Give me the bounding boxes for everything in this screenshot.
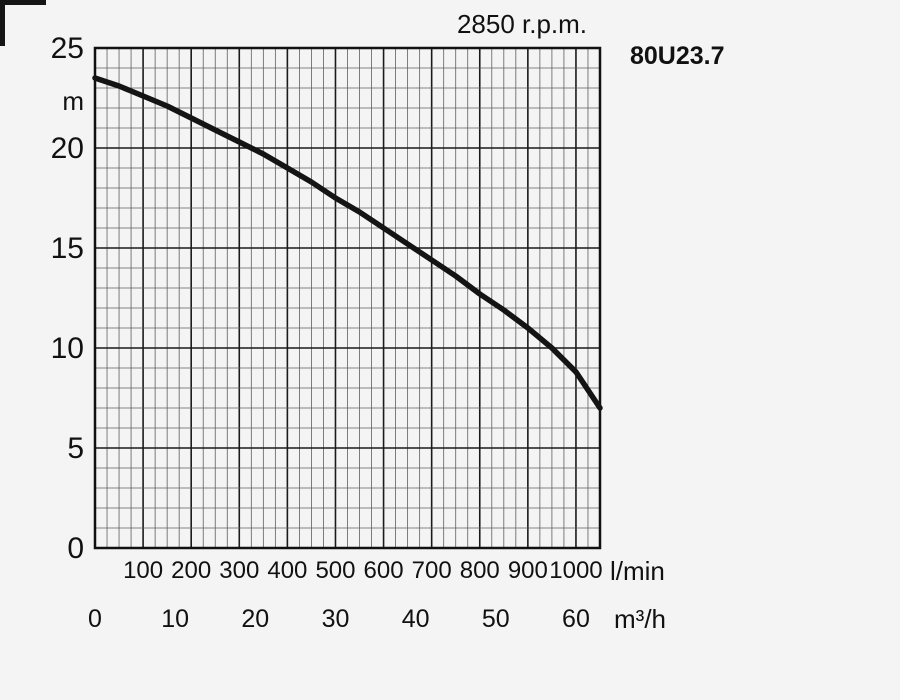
m3h-tick-label: 20 — [241, 605, 269, 633]
m3h-tick-label: 40 — [402, 605, 430, 633]
lmin-tick-label: 200 — [171, 557, 211, 584]
lmin-axis-tick-labels: 100 200 300 400 500 600 700 800 900 1000 — [123, 557, 603, 584]
lmin-tick-label: 900 — [508, 557, 548, 584]
lmin-tick-label: 400 — [267, 557, 307, 584]
scan-artifact — [0, 0, 46, 46]
y-tick-label: 15 — [51, 232, 84, 265]
lmin-axis-unit-label: l/min — [610, 556, 665, 586]
y-axis-unit-label: m — [62, 86, 84, 116]
lmin-tick-label: 800 — [460, 557, 500, 584]
m3h-tick-label: 60 — [562, 605, 590, 633]
y-axis-tick-labels: 0 5 10 15 20 25 — [51, 32, 84, 565]
y-tick-label: 10 — [51, 332, 84, 365]
lmin-tick-label: 1000 — [549, 557, 602, 584]
lmin-tick-label: 700 — [412, 557, 452, 584]
m3h-axis-tick-labels: 0 10 20 30 40 50 60 — [88, 605, 590, 633]
y-tick-label: 20 — [51, 132, 84, 165]
m3h-tick-label: 10 — [161, 605, 189, 633]
lmin-tick-label: 100 — [123, 557, 163, 584]
lmin-tick-label: 600 — [364, 557, 404, 584]
lmin-tick-label: 300 — [219, 557, 259, 584]
plot-frame — [93, 46, 602, 550]
y-tick-label: 0 — [67, 532, 84, 565]
m3h-axis-unit-label: m³/h — [614, 604, 666, 634]
chart-title: 2850 r.p.m. — [457, 9, 587, 39]
y-tick-label: 5 — [67, 432, 84, 465]
m3h-tick-label: 30 — [322, 605, 350, 633]
head-capacity-curve — [92, 75, 603, 411]
lmin-tick-label: 500 — [315, 557, 355, 584]
m3h-tick-label: 50 — [482, 605, 510, 633]
grid-lines — [94, 47, 601, 549]
model-label: 80U23.7 — [630, 42, 725, 70]
y-tick-label: 25 — [51, 32, 84, 65]
m3h-tick-label: 0 — [88, 605, 102, 633]
